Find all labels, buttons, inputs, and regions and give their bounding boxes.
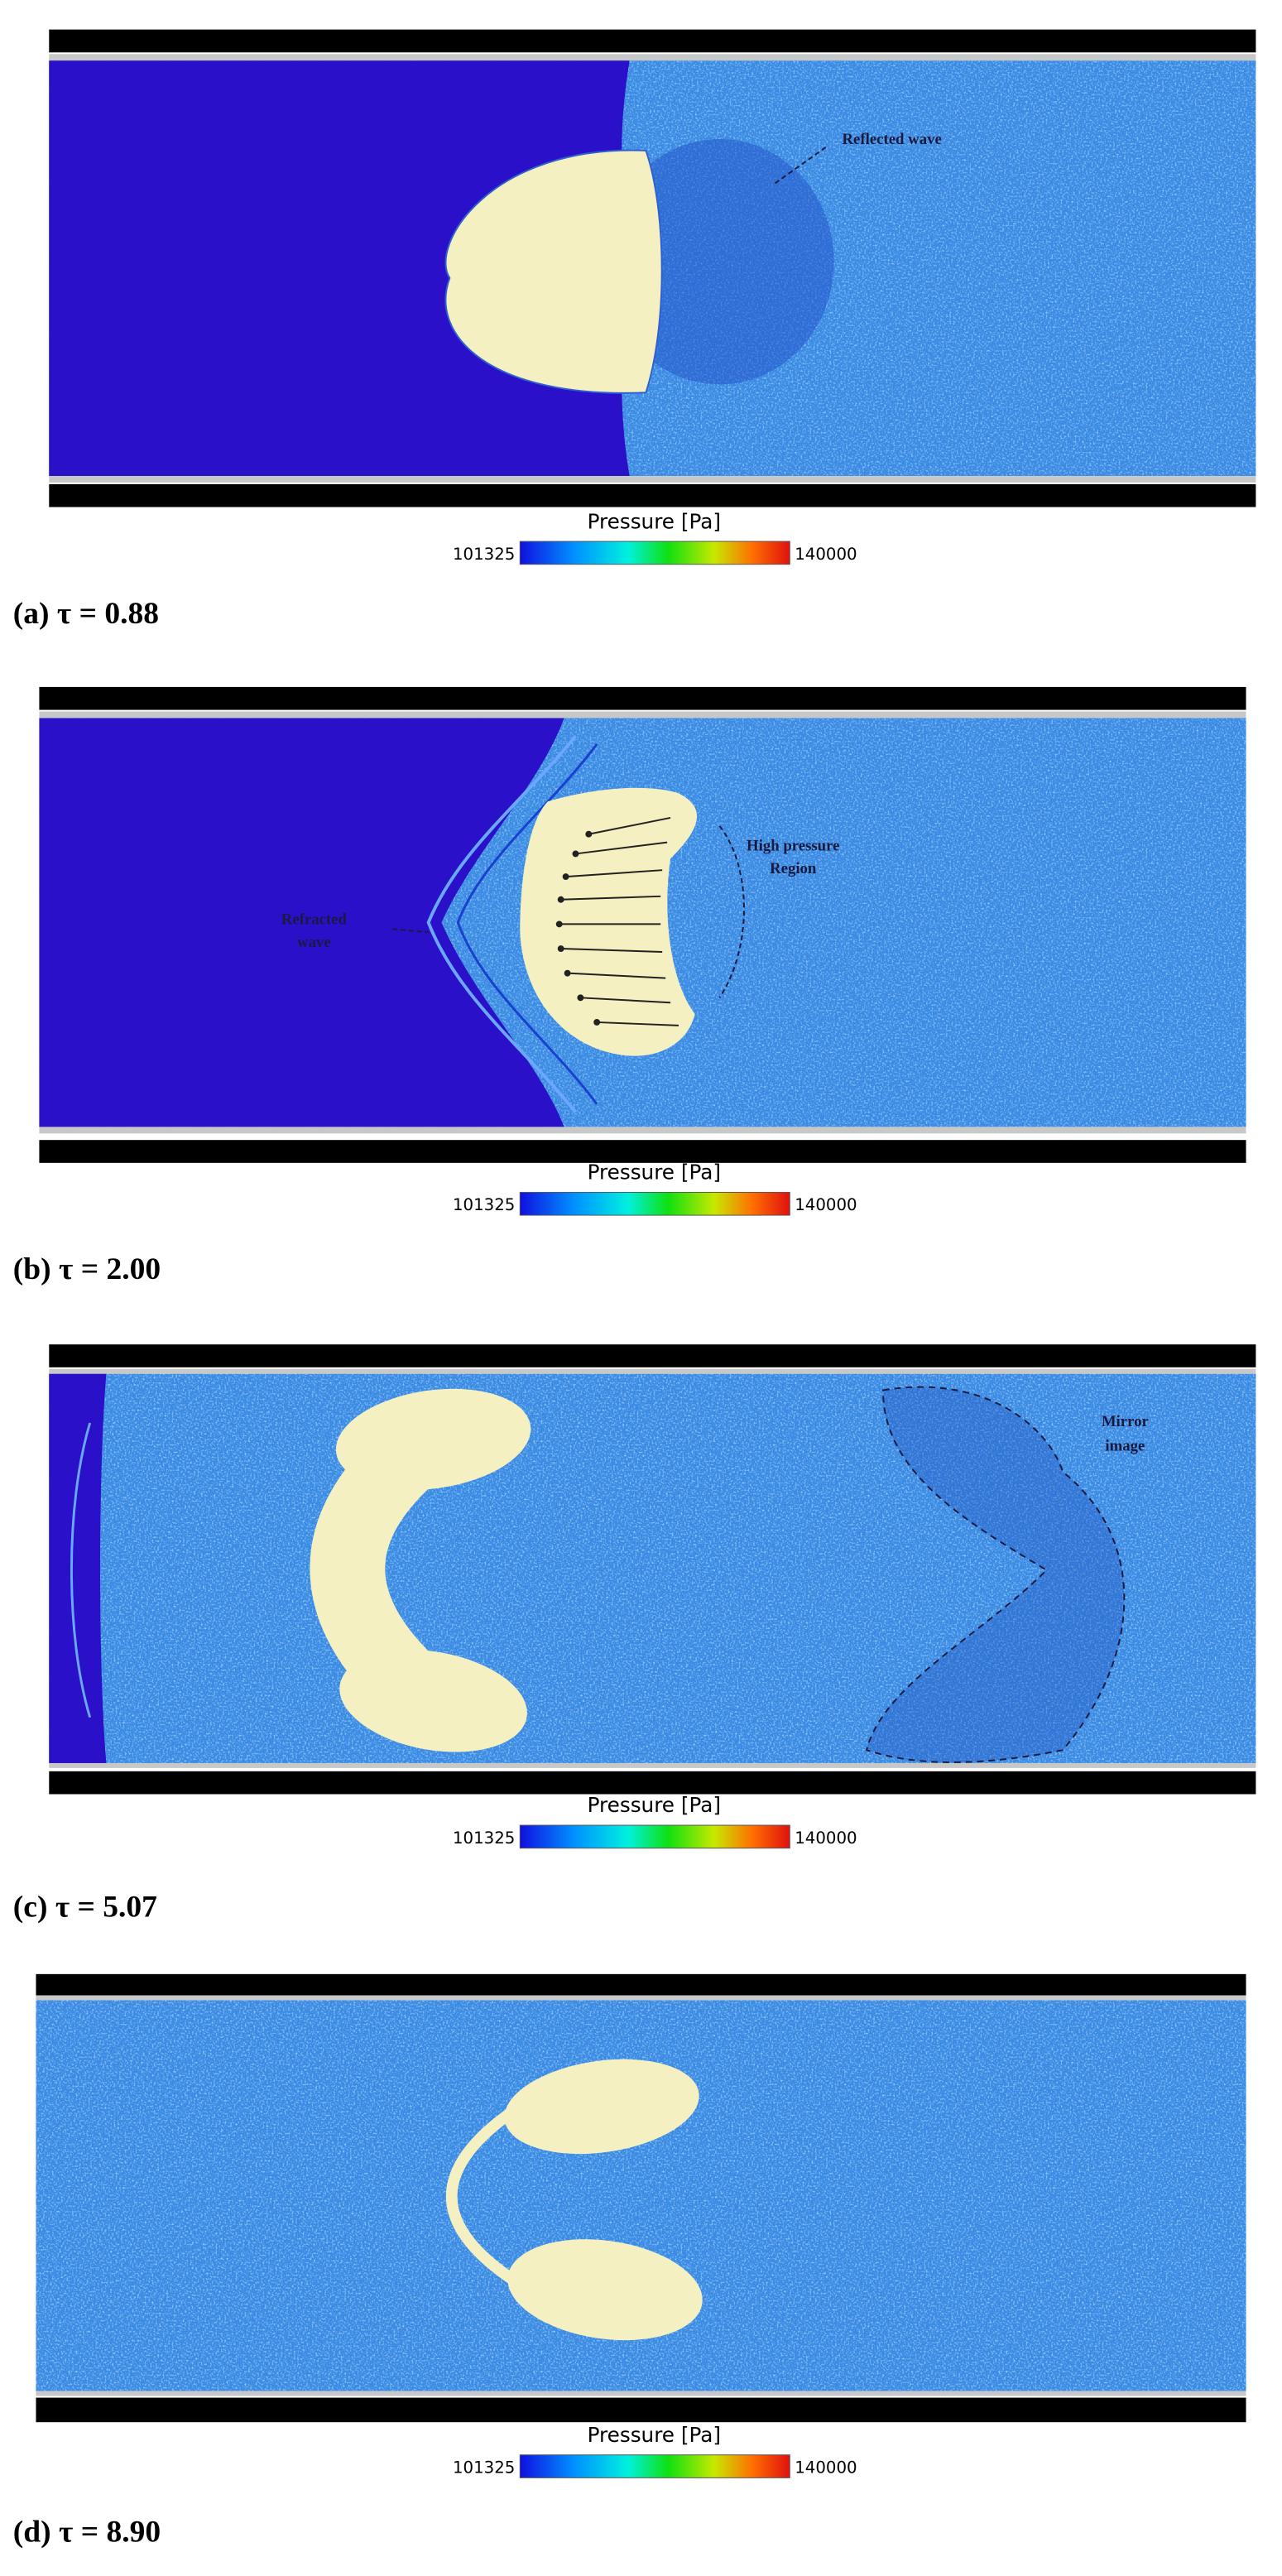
colorbar: Pressure [Pa] 101325 140000 (b) τ = 2.00 xyxy=(13,1161,857,1287)
colorbar-gradient xyxy=(519,1191,790,1216)
colorbar-max-label: 140000 xyxy=(795,545,857,564)
colorbar: Pressure [Pa] 101325 140000 (a) τ = 0.88 xyxy=(13,509,857,631)
panel-c: Mirror image xyxy=(49,1344,1256,1795)
caption: (a) τ = 0.88 xyxy=(13,597,159,631)
caption: (b) τ = 2.00 xyxy=(13,1252,161,1286)
panel-b: Refracted wave High pressure Region xyxy=(39,686,1246,1163)
annotation-line: wave xyxy=(297,934,331,951)
panel-d xyxy=(36,1973,1246,2423)
colorbar-title: Pressure [Pa] xyxy=(588,509,721,533)
colorbar-min-label: 101325 xyxy=(453,1829,515,1848)
colorbar-min-label: 101325 xyxy=(453,545,515,564)
colorbar: Pressure [Pa] 101325 140000 (c) τ = 5.07 xyxy=(13,1793,857,1924)
colorbar-min-label: 101325 xyxy=(453,2458,515,2477)
colorbar-gradient xyxy=(519,1824,790,1849)
colorbar-title: Pressure [Pa] xyxy=(588,2423,721,2447)
colorbar-gradient xyxy=(519,541,790,565)
colorbar-min-label: 101325 xyxy=(453,1195,515,1214)
annotation-line: image xyxy=(1105,1438,1145,1455)
colorbar: Pressure [Pa] 101325 140000 (d) τ = 8.90 xyxy=(13,2423,857,2550)
colorbar-title: Pressure [Pa] xyxy=(588,1161,721,1185)
annotation-line: Region xyxy=(770,860,817,877)
colorbar-gradient xyxy=(519,2454,790,2478)
colorbar-max-label: 140000 xyxy=(795,1195,857,1214)
annotation-line: High pressure xyxy=(747,837,839,854)
panel-a: Reflected wave xyxy=(49,29,1256,507)
annotation-line: Refracted xyxy=(281,911,348,928)
colorbar-title: Pressure [Pa] xyxy=(588,1793,721,1817)
caption: (c) τ = 5.07 xyxy=(13,1891,157,1925)
colorbars: Pressure [Pa]101325 140000(a) τ = 0.88Pre… xyxy=(13,509,857,2549)
annotation-line: Mirror xyxy=(1102,1413,1149,1430)
colorbar-max-label: 140000 xyxy=(795,2458,857,2477)
caption: (d) τ = 8.90 xyxy=(13,2515,161,2549)
annotation: Reflected wave xyxy=(843,131,942,148)
colorbar-max-label: 140000 xyxy=(795,1829,857,1848)
